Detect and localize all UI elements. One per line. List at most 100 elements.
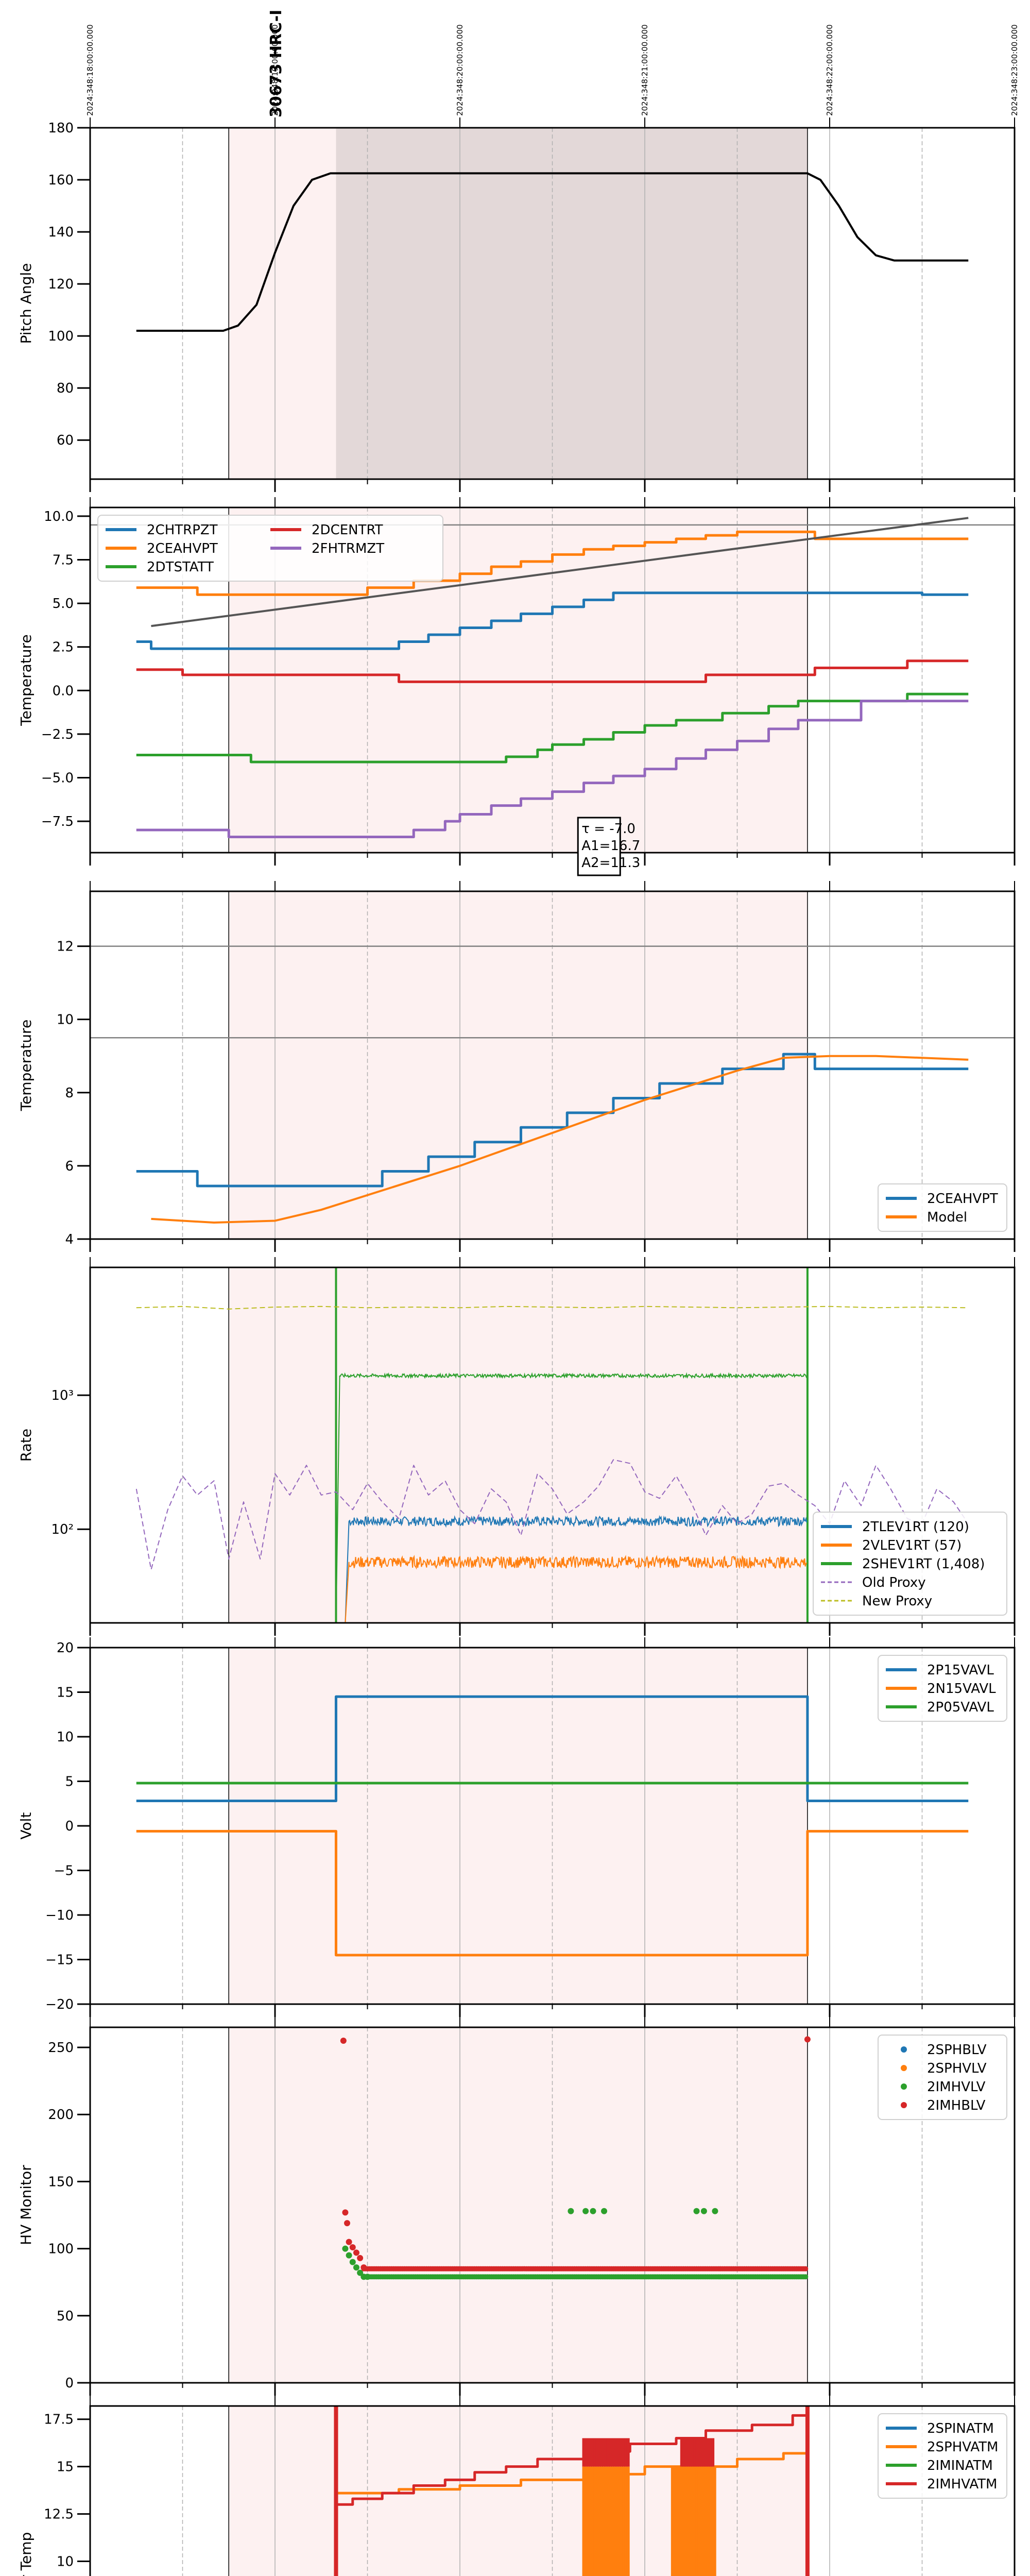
y-tick-label: 160	[48, 173, 74, 188]
y-tick-label: 20	[57, 1640, 74, 1656]
series-line	[136, 1053, 969, 1188]
data-point	[590, 2208, 596, 2214]
series-line	[136, 530, 969, 596]
data-point	[340, 2038, 347, 2044]
series-line	[136, 1695, 969, 1803]
legend-marker	[901, 2046, 907, 2053]
series-group	[136, 517, 969, 839]
legend-marker	[901, 2065, 907, 2071]
legend-marker	[901, 2102, 907, 2108]
legend-box	[878, 2035, 1007, 2120]
legend-label: 2IMHVATM	[927, 2477, 997, 2492]
series-line	[136, 659, 969, 683]
legend-label: 2TLEV1RT (120)	[862, 1519, 969, 1535]
y-tick-label: 12.5	[44, 2507, 74, 2522]
y-tick-label: 17.5	[44, 2412, 74, 2428]
data-point	[582, 2208, 589, 2214]
data-point	[342, 2245, 349, 2252]
legend-label: 2N15VAVL	[927, 1681, 996, 1697]
series-group	[135, 1306, 969, 1623]
y-tick-label: 2.5	[53, 640, 74, 655]
data-point	[803, 2266, 809, 2272]
data-point	[344, 2220, 351, 2227]
data-point	[360, 2264, 367, 2271]
legend-label: Model	[927, 1210, 967, 1225]
y-axis-label: Pitch Angle	[18, 263, 35, 344]
legend-label: 2DTSTATT	[147, 560, 214, 575]
observation-shade	[229, 1648, 808, 2004]
y-axis-label: Volt	[18, 1812, 35, 1840]
data-point	[353, 2264, 359, 2271]
y-tick-label: 10	[57, 2554, 74, 2570]
y-tick-label: 10³	[51, 1388, 74, 1403]
data-point	[803, 2274, 809, 2280]
y-tick-label: 100	[48, 329, 74, 344]
y-tick-label: 150	[48, 2174, 74, 2190]
data-point	[357, 2255, 364, 2261]
y-axis-label: Detector Temp	[18, 2532, 35, 2576]
legend-label: 2SHEV1RT (1,408)	[862, 1556, 985, 1572]
top-time-label: 2024:348:22:00:00.000	[825, 24, 834, 116]
annotation-box	[577, 817, 621, 876]
y-tick-label: 10	[57, 1730, 74, 1745]
data-point	[601, 2208, 608, 2214]
legend-label: Old Proxy	[862, 1575, 926, 1590]
top-time-label: 2024:348:19:00:00.000	[270, 24, 280, 116]
y-tick-label: 80	[57, 381, 74, 396]
legend-label: 2SPHVATM	[927, 2439, 998, 2455]
series-line	[136, 591, 969, 650]
legend-box	[878, 1655, 1007, 1722]
legend: 2P15VAVL 2N15VAVL 2P05VAVL	[878, 1655, 1007, 1722]
legend-label: 2IMINATM	[927, 2458, 993, 2473]
data-point	[346, 2239, 352, 2245]
y-tick-label: 15	[57, 2460, 74, 2475]
legend: 2SPINATM 2SPHVATM 2IMINATM 2IMHVATM	[878, 2413, 1007, 2499]
y-tick-label: 140	[48, 225, 74, 240]
y-axis-label: Temperature	[18, 634, 35, 726]
fit-annotation: τ = -7.0A1=16.7A2=11.3	[577, 817, 640, 876]
y-tick-label: 0	[65, 1819, 74, 1834]
panel-model: 4 6 8 10 12 Temperature 2CEAHVPT Model	[18, 881, 1016, 1252]
series-line	[136, 700, 969, 839]
obsid-label: 30673 HRC-I	[267, 10, 285, 117]
legend-label: 2SPINATM	[927, 2421, 994, 2436]
legend-label: 2SPHVLV	[927, 2061, 987, 2076]
data-point	[342, 2209, 349, 2216]
top-time-label: 2024:348:23:00:00.000	[1010, 24, 1019, 116]
y-tick-label: 10	[57, 1012, 74, 1028]
y-tick-label: −5.0	[41, 770, 74, 786]
annotation-line: A1=16.7	[581, 838, 640, 854]
series-line	[136, 1829, 969, 1957]
data-point	[804, 2036, 811, 2043]
y-tick-label: 12	[57, 939, 74, 955]
data-point	[349, 2244, 356, 2251]
annotation-line: τ = -7.0	[581, 821, 636, 837]
legend-label: 2FHTRMZT	[312, 541, 384, 556]
legend-label: New Proxy	[862, 1594, 932, 1609]
series-line	[136, 692, 969, 764]
y-tick-label: −5	[54, 1863, 74, 1879]
legend-marker	[901, 2083, 907, 2090]
legend-label: 2VLEV1RT (57)	[862, 1538, 962, 1553]
series-line	[345, 1554, 808, 1623]
y-axis-label: Temperature	[18, 1020, 35, 1111]
y-tick-label: 120	[48, 277, 74, 292]
legend-label: 2SPHBLV	[927, 2042, 987, 2058]
legend-label: 2P05VAVL	[927, 1700, 994, 1715]
y-axis-label: HV Monitor	[18, 2165, 35, 2245]
data-point	[357, 2269, 364, 2276]
series-group	[334, 2406, 810, 2576]
data-point	[693, 2208, 700, 2214]
y-tick-label: −20	[45, 1997, 74, 2012]
panel-pitch: 60 80 100 120 140 160 180 Pitch Angle	[18, 117, 1016, 492]
top-time-label: 2024:348:21:00:00.000	[640, 24, 649, 116]
legend-label: 2IMHVLV	[927, 2079, 986, 2095]
y-tick-label: 250	[48, 2040, 74, 2056]
y-tick-label: 7.5	[53, 553, 74, 568]
data-point	[349, 2259, 356, 2265]
y-tick-label: 100	[48, 2242, 74, 2257]
legend-label: 2DCENTRT	[312, 522, 383, 538]
